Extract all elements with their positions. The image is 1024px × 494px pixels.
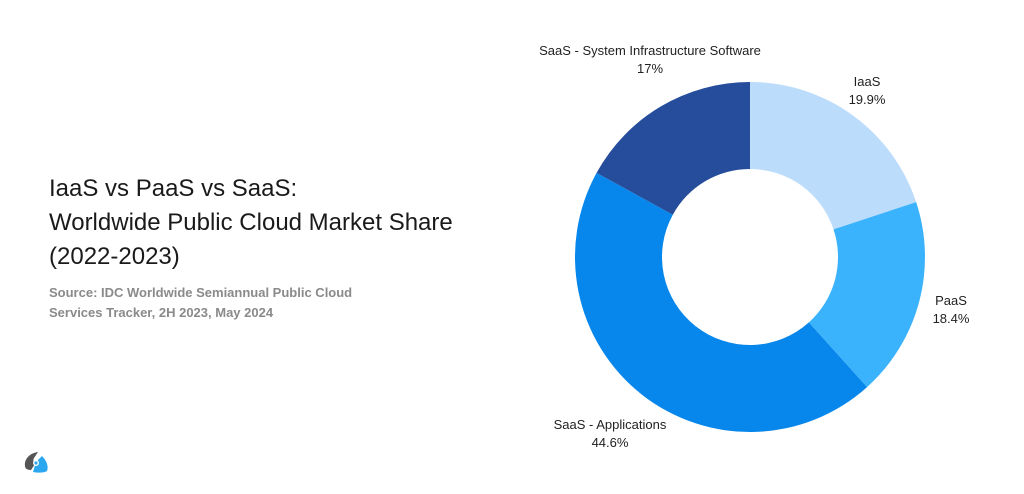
label-saas-sis-name: SaaS - System Infrastructure Software <box>539 43 761 58</box>
chart-title: IaaS vs PaaS vs SaaS: Worldwide Public C… <box>49 172 489 274</box>
label-saas-sis: SaaS - System Infrastructure Software 17… <box>520 42 780 78</box>
source-line-1: Source: IDC Worldwide Semiannual Public … <box>49 285 353 300</box>
label-saas-apps-name: SaaS - Applications <box>553 417 667 432</box>
label-saas-apps: SaaS - Applications 44.6% <box>540 416 680 452</box>
label-iaas: IaaS 19.9% <box>822 73 912 109</box>
label-paas: PaaS 18.4% <box>916 292 986 328</box>
label-paas-value: 18.4% <box>932 311 970 326</box>
label-iaas-name: IaaS <box>853 74 881 89</box>
donut-slices <box>574 82 926 433</box>
chart-source: Source: IDC Worldwide Semiannual Public … <box>49 283 409 323</box>
title-line-2: Worldwide Public Cloud Market Share <box>49 209 453 236</box>
label-saas-apps-value: 44.6% <box>591 435 629 450</box>
slice-saas-applications <box>574 172 868 433</box>
title-line-1: IaaS vs PaaS vs SaaS: <box>49 175 298 202</box>
title-line-3: (2022-2023) <box>49 243 180 270</box>
slice-iaas <box>750 82 917 230</box>
label-iaas-value: 19.9% <box>848 92 886 107</box>
brand-logo-icon <box>24 452 48 473</box>
slice-saas-system-infrastructure-software <box>596 82 750 215</box>
label-saas-sis-value: 17% <box>636 61 664 76</box>
source-line-2: Services Tracker, 2H 2023, May 2024 <box>49 305 274 320</box>
label-paas-name: PaaS <box>935 293 967 308</box>
slice-paas <box>808 202 926 388</box>
